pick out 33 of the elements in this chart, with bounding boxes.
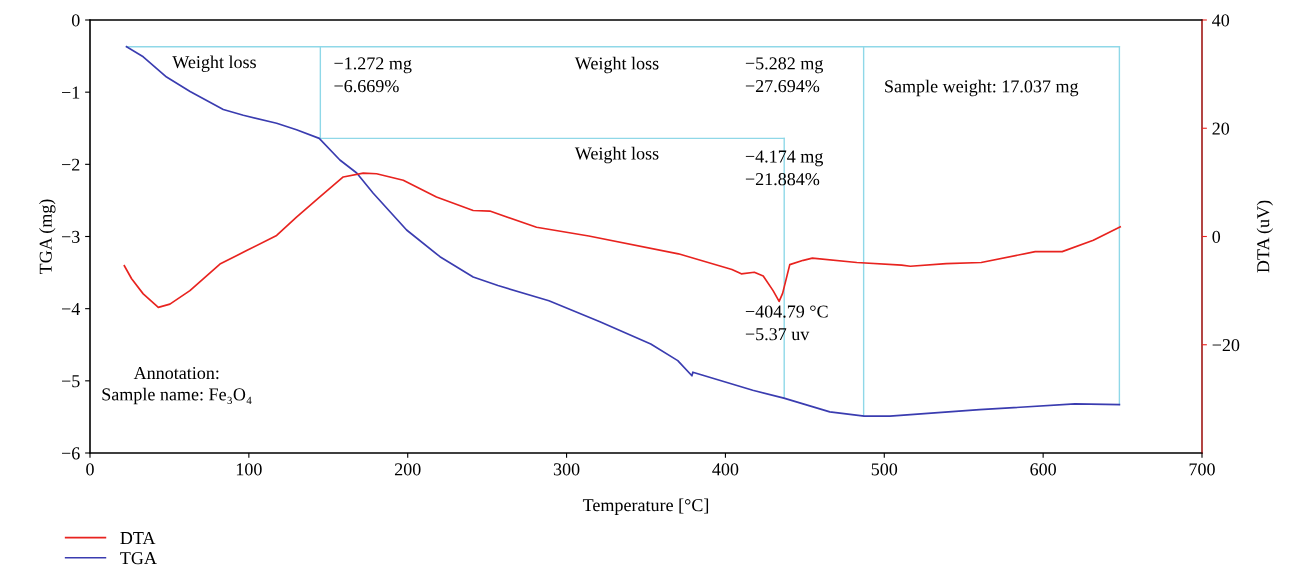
y-tick-label: −3 [61, 230, 80, 243]
y2-tick-label: 0 [1212, 230, 1221, 243]
y2-tick-label: 20 [1212, 122, 1230, 135]
annotation: −5.282 mg −27.694% [745, 57, 824, 93]
x-tick-label: 500 [871, 463, 898, 476]
x-tick-label: 700 [1189, 463, 1215, 476]
x-tick-label: 300 [553, 463, 580, 476]
legend-label: DTA [120, 532, 156, 544]
annotation: −404.79 °C −5.37 uv [745, 305, 828, 341]
y2-tick-label: −20 [1212, 339, 1240, 352]
y-tick-label: −5 [61, 375, 80, 388]
annotation: Annotation: Sample name: Fe₃O₄ [102, 366, 252, 405]
x-tick-label: 100 [236, 463, 262, 476]
annotation: Weight loss [172, 55, 256, 72]
y2-axis-title: DTA (uV) [1256, 200, 1273, 273]
y-tick-label: −1 [61, 86, 80, 99]
annotation: Weight loss [574, 56, 659, 74]
y-axis-title: TGA (mg) [39, 199, 56, 275]
x-tick-label: 200 [394, 463, 421, 476]
annotation: Weight loss [574, 146, 659, 164]
x-tick-label: 600 [1030, 463, 1056, 476]
y-tick-label: 0 [71, 14, 80, 27]
annotation: −1.272 mg −6.669% [334, 57, 412, 93]
y-tick-label: −2 [61, 158, 80, 171]
x-tick-label: 0 [86, 463, 94, 476]
y2-tick-label: 40 [1212, 14, 1230, 27]
y-tick-label: −6 [61, 447, 80, 460]
annotation: Sample weight: 17.037 mg [885, 79, 1079, 97]
legend-label: TGA [120, 552, 157, 565]
x-axis-title: Temperature [°C] [582, 498, 709, 515]
annotation: −4.174 mg −21.884% [745, 150, 824, 186]
x-tick-label: 400 [712, 463, 739, 476]
y-tick-label: −4 [61, 303, 80, 315]
